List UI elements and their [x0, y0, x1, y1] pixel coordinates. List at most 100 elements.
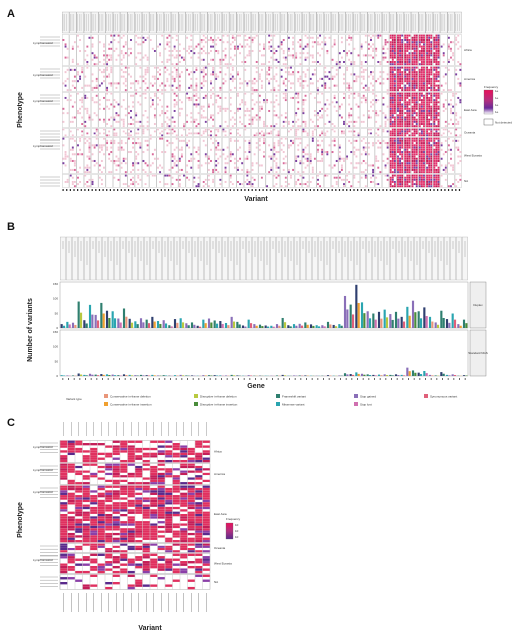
panel-b-bar — [349, 304, 352, 328]
panel-b-bar — [372, 374, 375, 376]
panel-a-cell — [178, 159, 181, 162]
panel-a-cell — [411, 185, 414, 188]
panel-a-cell — [360, 43, 363, 46]
panel-a-cell — [302, 130, 305, 133]
panel-a-cell — [426, 82, 429, 85]
panel-a-cell — [153, 75, 156, 78]
panel-a-cell — [304, 56, 307, 59]
panel-a-cell — [428, 134, 431, 137]
panel-a-cell — [231, 34, 234, 37]
panel-a-cell — [263, 125, 265, 128]
panel-a-cell — [309, 181, 312, 183]
panel-a-cell — [401, 130, 404, 133]
panel-a-cell — [270, 101, 273, 104]
panel-b-bar — [193, 324, 196, 328]
panel-b-bar — [202, 319, 205, 328]
panel-a-cell — [437, 118, 440, 121]
panel-a-cell — [386, 92, 389, 95]
panel-a-cell — [84, 125, 87, 128]
panel-a-cell — [435, 39, 438, 41]
panel-a-cell — [423, 110, 425, 112]
panel-a-cell — [66, 112, 69, 115]
panel-a-facet-cell — [302, 66, 310, 92]
panel-a-cell — [237, 92, 239, 95]
panel-b-bar — [448, 375, 451, 376]
panel-a-cell — [435, 162, 438, 165]
panel-a-cell — [255, 114, 258, 117]
panel-a-cell — [95, 80, 98, 83]
panel-c-cell — [90, 452, 98, 456]
panel-a-cell — [146, 125, 149, 128]
panel-a-cell — [418, 54, 421, 57]
panel-a-cell — [455, 146, 458, 149]
panel-a-cell — [364, 41, 367, 44]
panel-a-facet-cell — [382, 128, 390, 137]
panel-a-facet-cell — [360, 34, 368, 66]
panel-a-facet-cell — [149, 34, 157, 66]
panel-a-cell — [149, 137, 152, 140]
panel-a-cell — [217, 142, 220, 145]
panel-a-cell — [428, 68, 431, 71]
panel-a-facet-cell — [331, 92, 339, 128]
panel-a-cell — [309, 82, 312, 85]
panel-a-cell — [370, 181, 372, 183]
panel-a-cell — [418, 162, 421, 165]
panel-a-cell — [401, 181, 404, 183]
panel-a-cell — [399, 84, 402, 87]
panel-c-cell — [82, 450, 90, 453]
panel-a-cell — [408, 99, 411, 102]
panel-a-cell — [86, 84, 89, 87]
panel-a-cell — [180, 146, 183, 149]
panel-a-cell — [110, 34, 113, 37]
panel-a-cell — [437, 92, 440, 95]
panel-a-cell — [222, 50, 225, 52]
panel-a-cell — [350, 86, 353, 89]
panel-a-cell — [382, 47, 385, 50]
panel-a-cell — [222, 41, 225, 44]
panel-a-cell — [420, 75, 423, 78]
panel-a-cell — [124, 132, 127, 135]
panel-a-cell — [229, 77, 232, 80]
panel-b-xtick — [317, 378, 319, 380]
panel-a-cell — [362, 68, 365, 71]
panel-a-cell — [197, 183, 200, 186]
panel-a-cell — [321, 114, 324, 117]
panel-a-cell — [171, 63, 174, 66]
panel-a-cell — [306, 159, 309, 162]
panel-a-cell — [188, 146, 191, 149]
panel-a-cell — [397, 144, 399, 147]
panel-a-cell — [295, 112, 298, 115]
panel-b-bar — [128, 318, 131, 328]
panel-a-cell — [444, 151, 447, 154]
panel-a-cell — [433, 77, 436, 80]
panel-a-cell — [77, 183, 79, 186]
panel-a-facet-cell — [120, 92, 128, 128]
panel-a-cell — [393, 134, 396, 137]
panel-b-bar — [159, 323, 162, 328]
panel-a-cell — [215, 153, 218, 156]
panel-a-x-tick — [95, 189, 97, 191]
panel-a-x-tick — [226, 189, 228, 191]
panel-a-cell — [389, 68, 392, 71]
panel-a-cell — [224, 63, 227, 66]
panel-a-cell — [98, 61, 101, 63]
panel-a-cell — [408, 123, 411, 126]
panel-a-cell — [219, 96, 222, 99]
panel-a-cell — [415, 84, 418, 87]
panel-a-cell — [455, 103, 458, 106]
panel-a-cell — [435, 183, 438, 186]
panel-a-cell — [297, 107, 300, 110]
panel-a-cell — [430, 36, 433, 39]
panel-a-cell — [343, 157, 345, 160]
panel-a-cell — [248, 80, 251, 83]
panel-a-cell — [418, 86, 421, 89]
panel-a-cell — [418, 34, 421, 37]
panel-a-cell — [153, 174, 156, 177]
panel-a-cell — [277, 45, 280, 48]
panel-a-cell — [375, 183, 378, 186]
panel-a-cell — [95, 134, 98, 137]
panel-c-cell — [172, 443, 180, 446]
panel-a-x-tick — [324, 189, 326, 191]
panel-a-cell — [144, 82, 147, 85]
panel-a-cell — [435, 176, 438, 179]
